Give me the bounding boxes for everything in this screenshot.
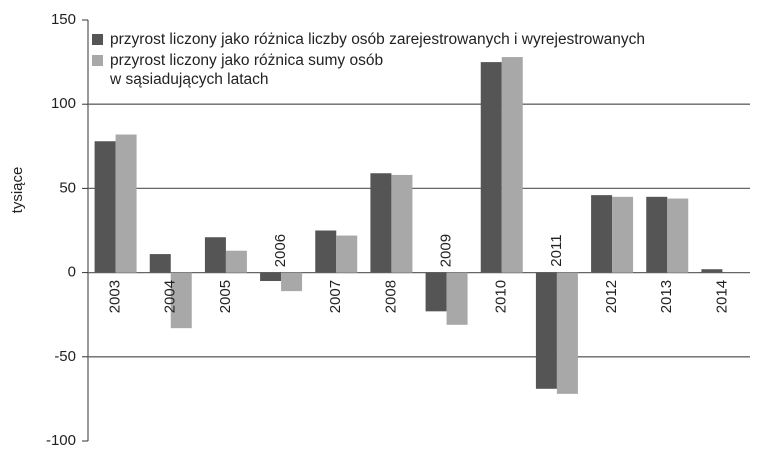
y-axis-label: tysiące: [9, 167, 26, 214]
y-tick-label: 0: [68, 264, 76, 281]
legend-swatch: [92, 55, 103, 66]
bar: [425, 272, 447, 312]
x-tick-label: 2014: [713, 280, 730, 313]
bar: [535, 272, 557, 389]
bar: [391, 174, 413, 273]
bar: [94, 141, 116, 273]
x-tick-label: 2004: [162, 280, 179, 313]
bar: [370, 173, 392, 273]
x-tick-label: 2012: [603, 280, 620, 313]
x-tick-label: 2010: [493, 280, 510, 313]
legend-swatch: [92, 34, 103, 45]
x-tick-label: 2011: [548, 234, 565, 266]
bar: [701, 269, 723, 273]
bar: [480, 62, 502, 273]
bar: [336, 235, 358, 273]
x-tick-label: 2005: [217, 280, 234, 313]
bar: [646, 196, 668, 273]
x-tick-label: 2003: [107, 280, 124, 313]
bar: [667, 198, 689, 273]
bar: [260, 272, 282, 282]
bar: [591, 195, 613, 273]
x-tick-label: 2006: [272, 234, 289, 267]
y-tick-label: 150: [51, 11, 76, 28]
bar: [204, 237, 226, 273]
bar: [612, 196, 634, 273]
bar: [225, 250, 247, 273]
y-tick-label: 50: [59, 179, 76, 196]
bar: [170, 272, 192, 329]
legend-label: przyrost liczony jako różnica sumy osób …: [110, 52, 384, 88]
bar: [281, 272, 303, 292]
bar: [315, 230, 337, 273]
bar: [115, 134, 137, 273]
bar: [446, 272, 468, 325]
y-tick-label: -100: [46, 432, 76, 449]
x-tick-label: 2009: [438, 234, 455, 267]
y-tick-label: 100: [51, 95, 76, 112]
x-tick-label: 2013: [658, 280, 675, 313]
bar: [556, 272, 578, 394]
x-tick-label: 2008: [382, 280, 399, 313]
y-tick-label: -50: [54, 348, 76, 365]
legend-label: przyrost liczony jako różnica liczby osó…: [110, 31, 645, 48]
x-tick-label: 2007: [327, 280, 344, 313]
bar: [501, 57, 523, 273]
bar: [149, 254, 171, 273]
